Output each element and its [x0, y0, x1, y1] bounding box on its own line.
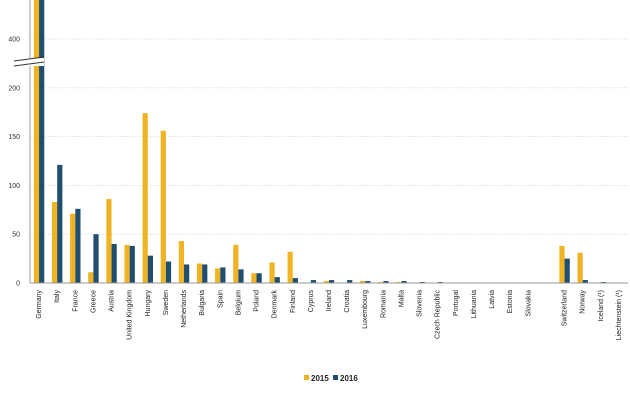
- bar-2016: [347, 280, 353, 283]
- bar-2015: [124, 244, 130, 283]
- category-label: Norway: [580, 290, 587, 314]
- bar-2015: [269, 262, 275, 283]
- bar-2015: [142, 113, 148, 284]
- bar-2016: [274, 277, 280, 283]
- y-tick-label: 0: [16, 281, 20, 288]
- legend-swatch-2016: [333, 375, 338, 380]
- bar-2016: [129, 245, 135, 283]
- category-label: Estonia: [507, 290, 514, 313]
- bar-2016: [401, 281, 407, 283]
- bar-2016: [184, 264, 190, 283]
- bar-2015: [215, 268, 221, 283]
- bar-2015: [287, 251, 293, 283]
- bar-2016: [39, 0, 45, 283]
- bar-2016: [564, 258, 570, 283]
- bar-2016: [220, 267, 226, 283]
- category-label: Slovakia: [525, 290, 532, 317]
- bar-2015: [160, 130, 166, 283]
- y-tick-label: 200: [8, 85, 20, 92]
- category-label: Portugal: [453, 290, 460, 317]
- category-label: Germany: [36, 290, 43, 319]
- category-label: Lithuania: [471, 290, 478, 319]
- y-tick-label: 400: [8, 37, 20, 44]
- bar-2016: [93, 234, 99, 283]
- bar-2015: [323, 281, 329, 283]
- legend-label-2015: 2015: [311, 374, 329, 383]
- axis-break-mark: [13, 61, 45, 67]
- bar-2016: [111, 243, 117, 283]
- category-label: Luxembourg: [362, 290, 369, 329]
- category-label: Iceland (¹): [598, 290, 605, 322]
- category-label: Hungary: [145, 290, 152, 317]
- bar-2015: [251, 273, 257, 283]
- bar-2016: [292, 278, 298, 283]
- gridlines: [30, 38, 628, 235]
- bar-2016: [238, 269, 244, 283]
- category-label: Switzerland: [562, 290, 569, 326]
- category-label: Netherlands: [181, 290, 188, 328]
- bar-2015: [51, 201, 58, 283]
- category-label: Czech Republic: [435, 290, 442, 340]
- bar-2015: [106, 199, 112, 283]
- bar-2016: [383, 281, 389, 283]
- category-label: Italy: [54, 290, 61, 303]
- category-label: Romania: [380, 290, 387, 318]
- category-label: Cyprus: [308, 290, 315, 313]
- category-label: Slovenia: [417, 290, 424, 317]
- category-labels: Germany Italy France Greece Austria United Ki…: [36, 290, 623, 341]
- bar-2016: [75, 208, 81, 283]
- category-label: United Kingdom: [127, 290, 134, 340]
- bar-2016: [329, 280, 335, 283]
- axes: 0 50 100 150 200 400: [8, 0, 628, 288]
- legend: 2015 2016: [304, 374, 358, 383]
- category-label: Denmark: [272, 290, 279, 319]
- bar-2015: [559, 245, 565, 283]
- y-tick-label: 50: [12, 232, 20, 239]
- bar-2015: [233, 244, 239, 283]
- category-label: Poland: [254, 290, 261, 312]
- bar-2016: [582, 280, 588, 283]
- category-label: Bulgaria: [199, 290, 206, 316]
- bar-2016: [310, 280, 317, 283]
- category-label: Malta: [398, 290, 405, 307]
- bar-2016: [256, 273, 262, 283]
- category-label: Finland: [290, 290, 297, 313]
- bar-2016: [57, 164, 63, 283]
- legend-swatch-2015: [304, 375, 309, 380]
- category-label: Greece: [90, 290, 97, 313]
- category-label: Sweden: [163, 290, 170, 315]
- category-label: Belgium: [235, 290, 242, 315]
- category-label: Spain: [217, 290, 224, 308]
- category-label: Croatia: [344, 290, 351, 313]
- bar-2015: [88, 272, 94, 283]
- bar-2015: [360, 281, 366, 283]
- bars: [33, 0, 607, 284]
- category-label: France: [72, 290, 79, 312]
- bar-2016: [365, 281, 371, 283]
- legend-label-2016: 2016: [340, 374, 358, 383]
- bar-2015: [577, 252, 583, 283]
- bar-2016: [165, 261, 172, 283]
- axis-break-gap: [26, 58, 44, 66]
- bar-2015: [33, 0, 40, 283]
- bar-2015: [70, 213, 76, 283]
- category-label: Ireland: [326, 290, 333, 312]
- bar-2015: [178, 241, 185, 283]
- y-tick-label: 100: [8, 183, 20, 190]
- bar-2016: [147, 255, 153, 283]
- y-tick-label: 150: [8, 134, 20, 141]
- category-label: Austria: [109, 290, 116, 312]
- bar-2016: [202, 264, 208, 283]
- axis-break-mark: [13, 56, 45, 62]
- category-label: Latvia: [489, 290, 496, 309]
- category-label: Liechtenstein (¹): [616, 290, 623, 340]
- bar-2015: [196, 263, 203, 283]
